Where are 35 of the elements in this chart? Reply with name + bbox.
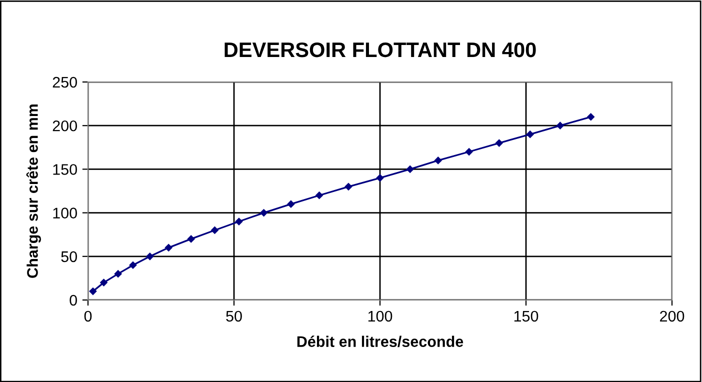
point [465, 148, 473, 156]
x-tick-label: 100 [368, 310, 392, 322]
point [164, 244, 172, 252]
point [495, 139, 503, 147]
x-tick-label: 50 [226, 310, 242, 322]
y-tick-label: 50 [61, 251, 77, 262]
y-tick-label: 100 [53, 208, 77, 218]
y-tick-label: 0 [70, 294, 77, 306]
point [526, 130, 534, 138]
x-axis-title: Débit en litres/seconde [297, 336, 464, 348]
point [235, 218, 243, 226]
point [187, 235, 195, 243]
x-tick-label: 150 [514, 310, 538, 322]
y-tick-label: 150 [53, 164, 77, 175]
point [114, 270, 122, 278]
x-tick-label: 0 [84, 310, 92, 322]
y-axis-title: Charge sur crête en mm [26, 104, 41, 278]
chart-title: DEVERSOIR FLOTTANT DN 400 [224, 42, 536, 58]
point [587, 113, 594, 121]
point [100, 278, 108, 286]
point [316, 192, 323, 199]
point [146, 252, 154, 260]
point [287, 200, 295, 208]
point [344, 183, 352, 190]
point [434, 156, 442, 164]
point [556, 122, 564, 130]
x-tick-label: 200 [660, 310, 684, 322]
point [376, 174, 384, 182]
y-tick-label: 250 [52, 76, 77, 88]
point [260, 209, 268, 216]
point [406, 166, 414, 173]
point [89, 288, 97, 295]
point [211, 226, 218, 234]
point [129, 261, 137, 269]
y-tick-label: 200 [52, 120, 77, 132]
